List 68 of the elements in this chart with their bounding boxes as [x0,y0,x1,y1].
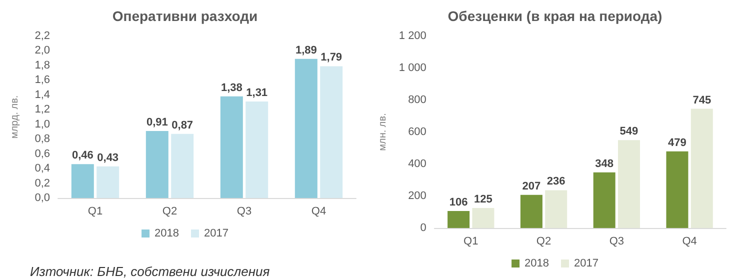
bar [448,211,470,228]
text: Източник: БНБ, собствени изчисления [30,264,270,279]
y-tick-label: 400 [408,158,426,170]
data-label: 348 [595,158,614,170]
data-label: 236 [546,176,566,188]
data-label: 0,46 [72,150,94,162]
bar [320,66,343,198]
bar [96,166,120,198]
y-axis-title: млрд. лв. [10,95,20,139]
y-tick-label: 1 000 [398,62,426,74]
y-tick-label: 2,0 [34,44,50,57]
bar [246,102,268,198]
legend-label: 2018 [524,258,550,270]
y-tick-label: 200 [408,190,426,202]
y-tick-label: 2,2 [34,30,50,42]
data-label: 1,31 [246,87,268,100]
y-tick-label: 600 [408,126,426,138]
legend-label: 2017 [574,258,598,270]
x-tick-label: Q4 [682,236,697,248]
y-tick-label: 1,2 [34,104,50,116]
data-label: 745 [692,94,712,106]
chart-title: Оперативни разходи [112,8,258,24]
y-tick-label: 800 [408,94,426,106]
data-label: 0,43 [97,152,119,164]
x-tick-label: Q3 [236,206,252,218]
bar [618,140,640,228]
bar [146,130,168,198]
bar [294,58,318,198]
data-label: 125 [474,194,492,206]
data-label: 1,79 [320,52,342,64]
x-tick-label: Q4 [311,206,326,218]
bar [593,172,616,228]
y-tick-label: 1,0 [34,118,50,130]
bar [690,108,713,228]
bar [520,194,542,228]
y-tick-label: 1 200 [398,30,426,42]
y-axis-title: млн. лв. [378,113,388,151]
bar [472,208,494,228]
y-tick-label: 0 [420,222,426,234]
y-tick-label: 1,4 [34,88,50,101]
legend-label: 2017 [204,228,228,240]
y-tick-label: 1,6 [34,74,50,86]
data-label: 0,87 [172,119,194,132]
x-tick-label: Q3 [609,236,624,248]
x-tick-label: Q2 [162,206,178,218]
x-tick-label: Q2 [536,236,552,248]
data-label: 479 [668,136,686,149]
bar [171,134,194,198]
data-label: 1,38 [220,82,242,94]
x-tick-label: Q1 [88,206,103,218]
data-label: 1,89 [295,44,317,56]
y-tick-label: 1,8 [34,59,50,72]
bar [220,96,243,198]
y-tick-label: 0,0 [34,192,50,204]
data-label: 0,91 [146,116,168,128]
y-tick-label: 0,2 [34,177,50,190]
bar [71,164,94,198]
y-tick-label: 0,4 [34,162,50,175]
y-tick-label: 0,8 [34,133,50,146]
data-label: 106 [449,196,468,209]
bar [666,151,688,228]
legend-label: 2018 [154,228,180,240]
x-tick-label: Q1 [464,236,478,248]
y-tick-label: 0,6 [34,148,50,160]
data-label: 207 [522,180,541,192]
chart-title: Обезценки (в края на периода) [448,8,662,24]
data-label: 549 [620,126,638,138]
bar [545,190,568,228]
